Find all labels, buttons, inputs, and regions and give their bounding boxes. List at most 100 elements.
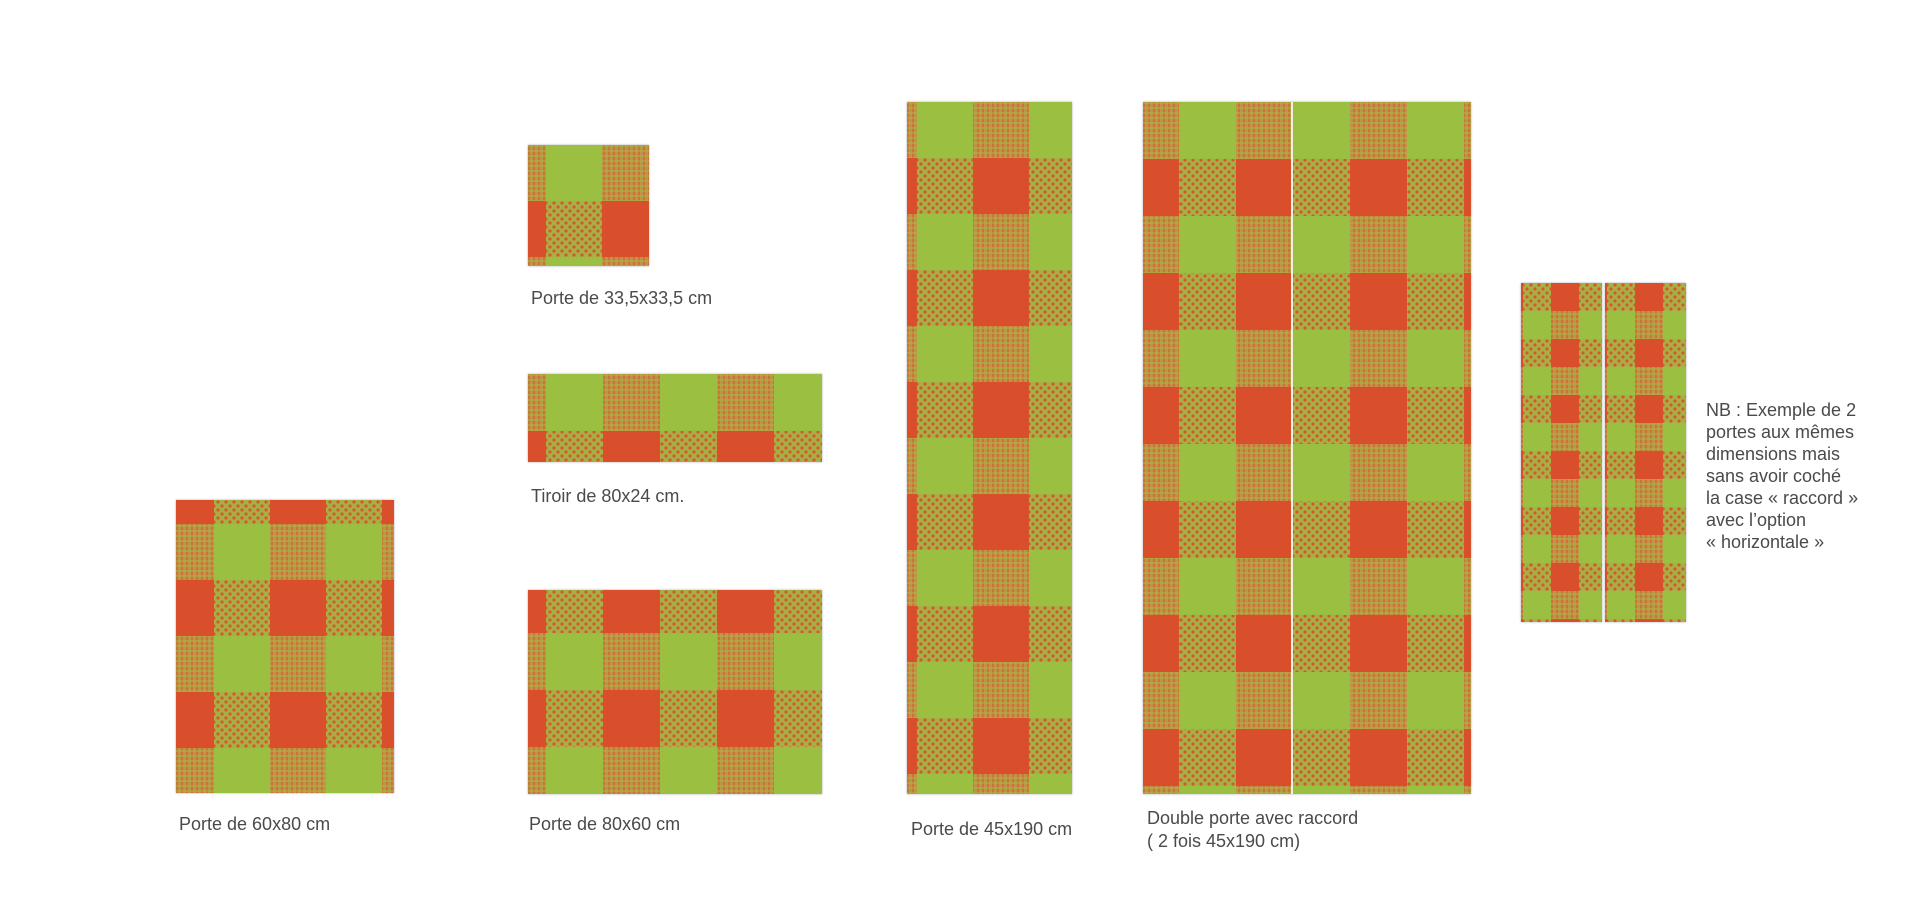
check-cell: [1607, 619, 1636, 622]
check-cell: [1521, 423, 1524, 452]
check-cell: [1635, 423, 1664, 452]
check-cell: [270, 580, 327, 637]
check-cell: [176, 692, 215, 749]
check-cell: [1551, 619, 1580, 622]
check-cell: [1407, 330, 1465, 388]
check-cell: [1605, 283, 1608, 312]
check-cell: [270, 748, 327, 793]
door-joint-line: [1291, 102, 1293, 794]
check-cell: [1635, 367, 1664, 396]
check-cell: [1523, 311, 1552, 340]
check-cell: [1663, 591, 1686, 620]
check-cell: [1293, 786, 1351, 794]
check-cell: [270, 692, 327, 749]
check-cell: [1663, 479, 1686, 508]
check-cell: [1579, 507, 1602, 536]
check-cell: [1029, 158, 1072, 215]
check-cell: [1663, 451, 1686, 480]
check-cell: [1350, 786, 1408, 794]
check-cell: [1607, 451, 1636, 480]
check-cell: [1464, 273, 1471, 331]
note-line: avec l’option: [1706, 510, 1807, 530]
check-cell: [1464, 330, 1471, 388]
check-cell: [528, 690, 547, 748]
check-cell: [326, 692, 383, 749]
check-cell: [1607, 395, 1636, 424]
check-cell: [1635, 339, 1664, 368]
check-cell: [1605, 479, 1608, 508]
check-cell: [1551, 423, 1580, 452]
check-cell: [917, 270, 974, 327]
door-33x33-pattern: [528, 145, 649, 266]
caption-double-door: Double porte avec raccord ( 2 fois 45x19…: [1147, 807, 1358, 853]
check-cell: [1551, 451, 1580, 480]
check-cell: [528, 747, 547, 794]
check-cell: [774, 431, 822, 462]
check-cell: [1523, 535, 1552, 564]
check-cell: [1663, 619, 1686, 622]
caption-drawer-80x24-text: Tiroir de 80x24 cm.: [531, 486, 685, 506]
check-cell: [1179, 159, 1237, 217]
check-cell: [1521, 619, 1524, 622]
check-cell: [973, 438, 1030, 495]
check-cell: [1523, 451, 1552, 480]
door-80x60-pattern: [528, 590, 822, 794]
check-cell: [1605, 591, 1608, 620]
check-cell: [1464, 786, 1471, 794]
check-cell: [1179, 444, 1237, 502]
drawer-80x24-panel: [528, 374, 822, 462]
note-line: dimensions mais: [1706, 444, 1841, 464]
check-cell: [1236, 330, 1294, 388]
check-cell: [1029, 550, 1072, 607]
check-cell: [917, 438, 974, 495]
check-cell: [270, 500, 327, 525]
check-cell: [1464, 159, 1471, 217]
check-cell: [1236, 159, 1294, 217]
door-no-raccord-right-pattern: [1605, 283, 1686, 622]
check-cell: [1663, 423, 1686, 452]
check-cell: [326, 500, 383, 525]
check-cell: [1236, 102, 1294, 160]
check-cell: [546, 201, 603, 258]
check-cell: [528, 590, 547, 634]
check-cell: [717, 690, 775, 748]
check-cell: [917, 606, 974, 663]
check-cell: [528, 374, 547, 432]
check-cell: [717, 633, 775, 691]
check-cell: [1607, 283, 1636, 312]
check-cell: [1663, 507, 1686, 536]
check-cell: [1350, 672, 1408, 730]
check-cell: [1663, 367, 1686, 396]
check-cell: [546, 257, 603, 266]
check-cell: [1407, 501, 1465, 559]
check-cell: [1523, 507, 1552, 536]
caption-drawer-80x24: Tiroir de 80x24 cm.: [531, 485, 684, 508]
check-cell: [774, 590, 822, 634]
check-cell: [1607, 423, 1636, 452]
check-cell: [1293, 387, 1351, 445]
check-cell: [1663, 339, 1686, 368]
check-cell: [907, 326, 918, 383]
check-cell: [1293, 102, 1351, 160]
check-cell: [1523, 619, 1552, 622]
check-cell: [1407, 615, 1465, 673]
check-cell: [917, 382, 974, 439]
check-cell: [1521, 339, 1524, 368]
check-cell: [1521, 563, 1524, 592]
check-cell: [717, 374, 775, 432]
check-cell: [1521, 367, 1524, 396]
check-cell: [1605, 423, 1608, 452]
check-cell: [1551, 507, 1580, 536]
check-cell: [382, 580, 394, 637]
caption-door-45x190-text: Porte de 45x190 cm: [911, 819, 1073, 839]
check-cell: [1605, 451, 1608, 480]
check-cell: [546, 690, 604, 748]
door-no-raccord-left-panel: [1521, 283, 1602, 622]
note-text-block: NB : Exemple de 2 portes aux mêmes dimen…: [1706, 399, 1858, 553]
check-cell: [1407, 729, 1465, 787]
door-45x190-panel: [907, 102, 1072, 794]
check-cell: [1635, 563, 1664, 592]
caption-door-45x190: Porte de 45x190 cm: [911, 818, 1072, 841]
check-cell: [603, 747, 661, 794]
check-cell: [1236, 786, 1294, 794]
